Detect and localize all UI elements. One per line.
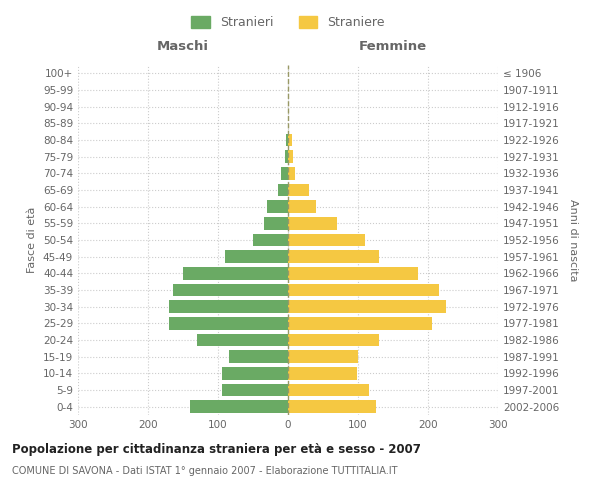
Bar: [263, 217, 288, 230]
Bar: [288, 150, 293, 163]
Bar: [288, 184, 309, 196]
Bar: [286, 134, 288, 146]
Text: Maschi: Maschi: [157, 40, 209, 54]
Y-axis label: Fasce di età: Fasce di età: [28, 207, 37, 273]
Text: COMUNE DI SAVONA - Dati ISTAT 1° gennaio 2007 - Elaborazione TUTTITALIA.IT: COMUNE DI SAVONA - Dati ISTAT 1° gennaio…: [12, 466, 398, 476]
Bar: [183, 267, 288, 280]
Text: Femmine: Femmine: [359, 40, 427, 54]
Bar: [288, 334, 379, 346]
Bar: [221, 384, 288, 396]
Bar: [169, 300, 288, 313]
Text: Popolazione per cittadinanza straniera per età e sesso - 2007: Popolazione per cittadinanza straniera p…: [12, 442, 421, 456]
Bar: [197, 334, 288, 346]
Bar: [253, 234, 288, 246]
Bar: [288, 134, 292, 146]
Bar: [288, 217, 337, 230]
Bar: [173, 284, 288, 296]
Bar: [288, 317, 431, 330]
Bar: [288, 367, 356, 380]
Bar: [284, 150, 288, 163]
Bar: [288, 350, 358, 363]
Bar: [288, 284, 439, 296]
Bar: [288, 200, 316, 213]
Bar: [267, 200, 288, 213]
Bar: [221, 367, 288, 380]
Bar: [288, 250, 379, 263]
Bar: [288, 167, 295, 179]
Bar: [288, 300, 445, 313]
Bar: [225, 250, 288, 263]
Bar: [288, 384, 368, 396]
Bar: [229, 350, 288, 363]
Bar: [169, 317, 288, 330]
Legend: Stranieri, Straniere: Stranieri, Straniere: [186, 11, 390, 34]
Bar: [288, 400, 376, 413]
Bar: [277, 184, 288, 196]
Y-axis label: Anni di nascita: Anni di nascita: [568, 198, 578, 281]
Bar: [288, 234, 365, 246]
Bar: [190, 400, 288, 413]
Bar: [288, 267, 418, 280]
Bar: [281, 167, 288, 179]
